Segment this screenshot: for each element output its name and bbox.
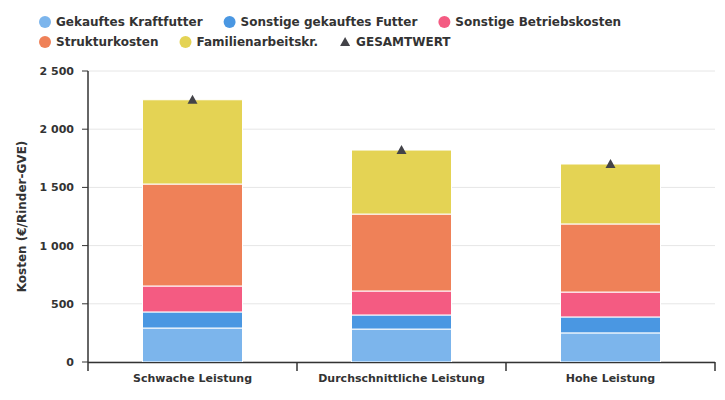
legend-label: Familienarbeitskr. [196, 35, 318, 49]
legend-item: Strukturkosten [39, 35, 158, 49]
legend-label: Gekauftes Kraftfutter [56, 15, 203, 29]
bar [561, 164, 661, 224]
bar [352, 150, 452, 214]
x-tick [714, 362, 716, 371]
y-tick-label: 1 000 [40, 240, 75, 253]
legend-label: Sonstige gekauftes Futter [241, 15, 418, 29]
y-tick [82, 71, 88, 72]
x-tick-label: Durchschnittliche Leistung [318, 372, 485, 385]
x-tick-label: Hohe Leistung [566, 372, 655, 385]
x-tick [87, 362, 89, 371]
bar [143, 328, 243, 362]
legend-symbol [340, 37, 350, 46]
grid-line [88, 71, 715, 72]
legend-label: Strukturkosten [56, 35, 158, 49]
legend-label: Sonstige Betriebskosten [455, 15, 621, 29]
legend-symbol [39, 16, 51, 28]
y-axis-line [87, 71, 89, 362]
marker [188, 95, 198, 104]
y-tick-label: 2 500 [40, 65, 75, 78]
bar [143, 312, 243, 328]
y-tick-label: 500 [51, 298, 74, 311]
legend-label: GESAMTWERT [356, 35, 451, 49]
x-tick [296, 362, 298, 371]
y-tick-label: 1 500 [40, 181, 75, 194]
y-tick-label: 2 000 [40, 123, 75, 136]
plot-area [143, 95, 661, 362]
legend-symbol [179, 36, 191, 48]
legend-item: Gekauftes Kraftfutter [39, 15, 203, 29]
legend-symbol [224, 16, 236, 28]
marker [606, 159, 616, 168]
bar [352, 315, 452, 329]
bar [561, 317, 661, 333]
bar [561, 292, 661, 317]
legend-symbol [438, 16, 450, 28]
legend-symbol [39, 36, 51, 48]
x-tick [505, 362, 507, 371]
bar [143, 100, 243, 184]
y-tick [82, 362, 88, 363]
marker [397, 145, 407, 154]
y-tick [82, 187, 88, 188]
bar [143, 286, 243, 312]
legend-item: GESAMTWERT [340, 35, 451, 49]
bar [143, 184, 243, 286]
bar [352, 329, 452, 362]
legend-item: Sonstige gekauftes Futter [224, 15, 418, 29]
x-tick-label: Schwache Leistung [133, 372, 252, 385]
y-tick-label: 0 [66, 356, 74, 369]
chart: 0 500 1 000 1 500 2 000 2 500 Schwache Leistun… [0, 0, 725, 400]
legend-item: Sonstige Betriebskosten [438, 15, 621, 29]
y-axis-title: Kosten (€/Rinder-GVE) [15, 141, 29, 293]
bar [561, 224, 661, 292]
y-tick [82, 303, 88, 304]
y-tick [82, 245, 88, 246]
y-tick [82, 129, 88, 130]
legend-item: Familienarbeitskr. [179, 35, 318, 49]
bar [561, 333, 661, 362]
bar [352, 291, 452, 315]
bar [352, 214, 452, 291]
